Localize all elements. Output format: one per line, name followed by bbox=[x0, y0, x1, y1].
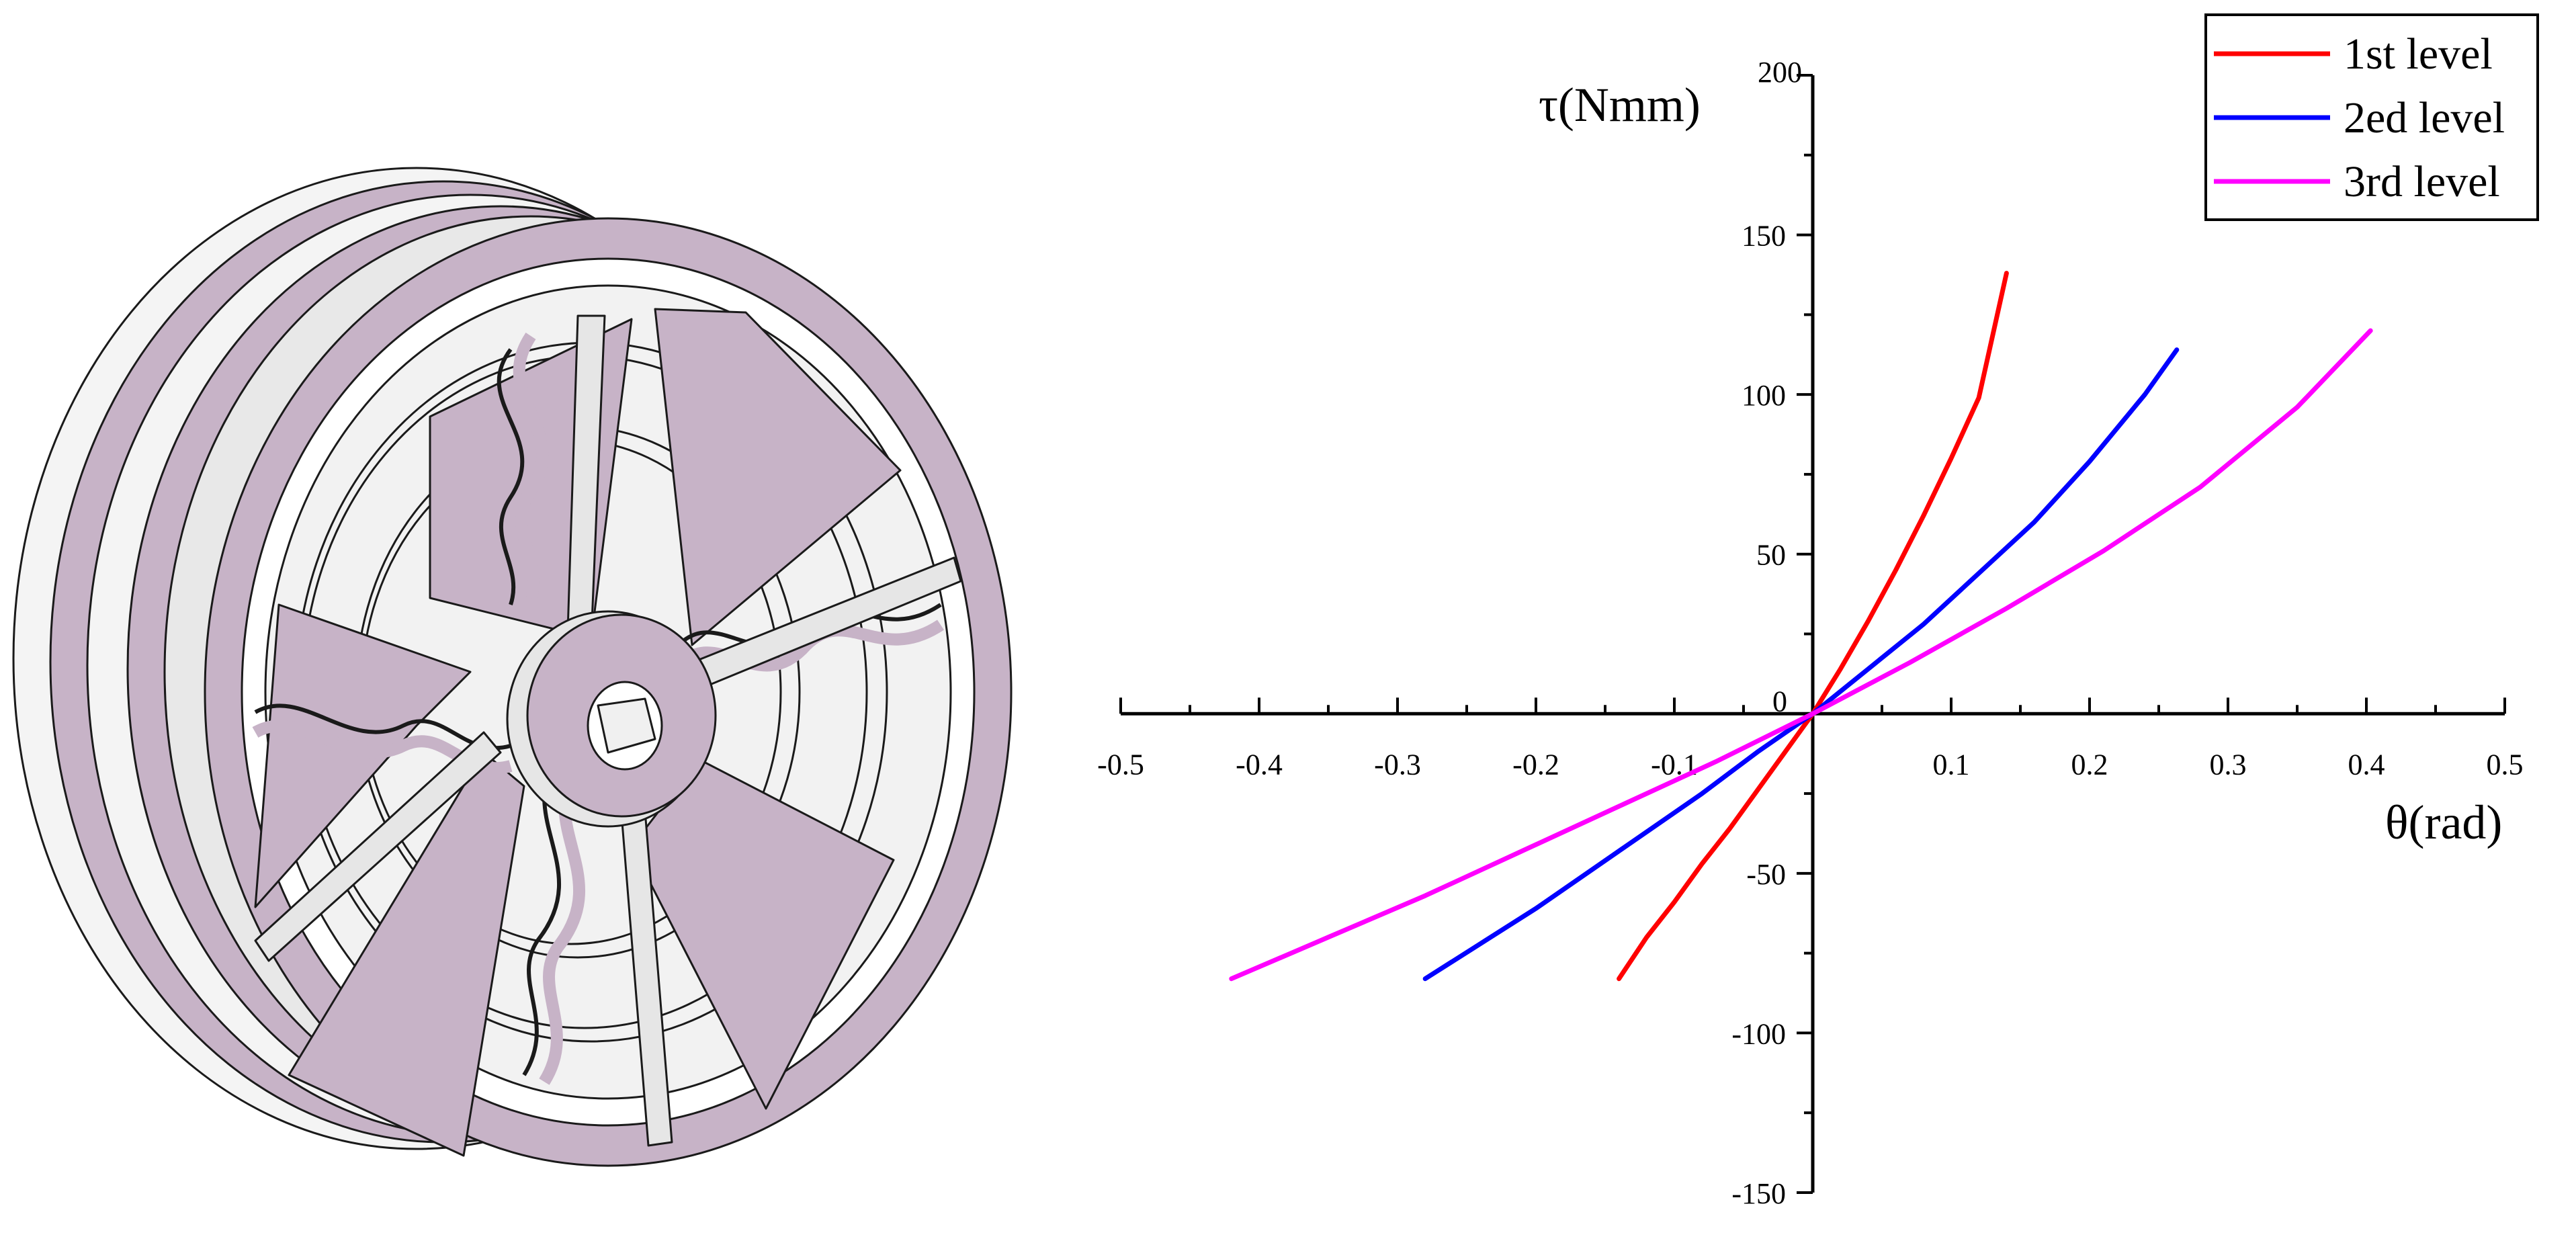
y-tick-label: 50 bbox=[1756, 539, 1786, 572]
x-tick-label: -0.4 bbox=[1236, 748, 1283, 781]
x-tick-label: 0.2 bbox=[2071, 748, 2108, 781]
legend-label-2: 2ed level bbox=[2344, 93, 2505, 142]
y-tick-label: 150 bbox=[1742, 220, 1786, 253]
series-line-2 bbox=[1422, 347, 2180, 982]
y-tick-label: 100 bbox=[1742, 379, 1786, 412]
x-tick-label: -0.5 bbox=[1097, 748, 1144, 781]
x-tick-label: -0.2 bbox=[1512, 748, 1559, 781]
y-tick-label: -50 bbox=[1746, 858, 1786, 891]
x-tick-label: 0.3 bbox=[2210, 748, 2247, 781]
x-ticks: -0.5 -0.4 -0.3 -0.2 -0.1 0.1 0.2 0.3 0.4 0.5 bbox=[1097, 697, 2524, 781]
chart-series bbox=[1229, 271, 2373, 982]
x-tick-label: 0.1 bbox=[1933, 748, 1970, 781]
chart-legend: 1st level 2ed level 3rd level bbox=[2204, 13, 2539, 221]
legend-label-1: 1st level bbox=[2344, 30, 2493, 79]
x-tick-label: -0.3 bbox=[1374, 748, 1421, 781]
y-tick-label: 0 bbox=[1772, 685, 1787, 718]
y-ticks: -150 -100 -50 0 50 100 150 200 bbox=[1731, 56, 1813, 1210]
y-tick-label: -150 bbox=[1731, 1177, 1786, 1210]
wheel-3d-model bbox=[12, 167, 1013, 1167]
wheel-hub bbox=[506, 610, 717, 828]
wheel-sector-blades bbox=[254, 308, 902, 1157]
legend-label-3: 3rd level bbox=[2344, 157, 2500, 206]
y-tick-label: 200 bbox=[1758, 56, 1802, 89]
x-tick-label: -0.1 bbox=[1651, 748, 1698, 781]
y-axis-label: τ(Nmm) bbox=[1539, 78, 1701, 132]
x-tick-label: 0.5 bbox=[2487, 748, 2524, 781]
y-tick-label: -100 bbox=[1731, 1017, 1786, 1050]
x-tick-label: 0.4 bbox=[2348, 748, 2385, 781]
x-axis-label: θ(rad) bbox=[2385, 796, 2502, 849]
series-line-3 bbox=[1229, 328, 2373, 982]
